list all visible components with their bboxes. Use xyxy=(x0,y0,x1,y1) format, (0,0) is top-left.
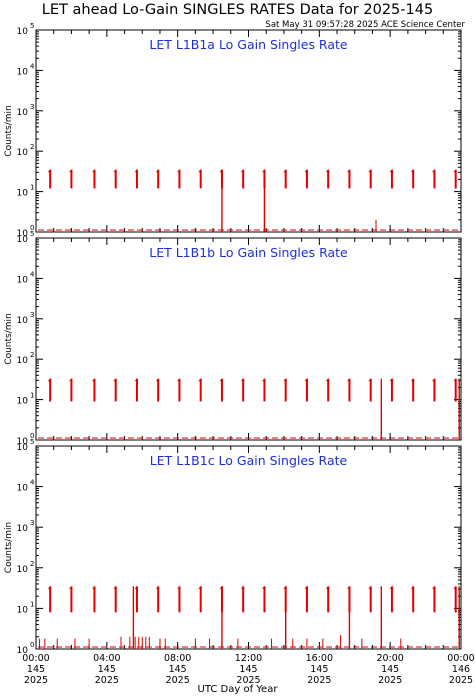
x-tick-day: 145 xyxy=(310,664,328,675)
y-tick-label: 10 xyxy=(17,484,29,494)
y-tick-exponent: 4 xyxy=(30,479,35,487)
panel-title: LET L1B1c Lo Gain Singles Rate xyxy=(150,453,348,468)
y-tick-label: 10 xyxy=(17,437,29,447)
x-tick-time: 00:00 xyxy=(447,653,474,664)
y-tick-label: 10 xyxy=(17,565,29,575)
x-tick-day: 145 xyxy=(98,664,116,675)
x-tick-year: 2025 xyxy=(24,675,48,686)
x-tick-day: 145 xyxy=(27,664,45,675)
x-tick-time: 08:00 xyxy=(164,653,191,664)
y-tick-label: 10 xyxy=(17,316,29,326)
x-tick-day: 145 xyxy=(239,664,257,675)
plot-frame xyxy=(35,445,462,650)
x-tick-time: 00:00 xyxy=(22,653,49,664)
y-axis-label: Counts/min xyxy=(4,522,14,573)
y-tick-label: 10 xyxy=(17,646,29,656)
y-tick-exponent: 5 xyxy=(30,438,34,446)
y-tick-exponent: 3 xyxy=(30,103,34,111)
y-tick-exponent: 1 xyxy=(30,600,34,608)
y-tick-exponent: 2 xyxy=(30,351,34,359)
x-tick-time: 04:00 xyxy=(93,653,120,664)
y-tick-label: 10 xyxy=(17,189,29,199)
x-tick-year: 2025 xyxy=(95,675,119,686)
plot-frame xyxy=(35,29,462,233)
y-tick-exponent: 3 xyxy=(30,311,34,319)
y-tick-exponent: 5 xyxy=(30,230,34,238)
x-tick-day: 145 xyxy=(169,664,187,675)
x-tick-year: 2025 xyxy=(449,675,473,686)
y-tick-label: 10 xyxy=(17,27,29,37)
y-tick-label: 10 xyxy=(17,356,29,366)
y-tick-label: 10 xyxy=(17,235,29,245)
x-tick-year: 2025 xyxy=(166,675,190,686)
y-tick-exponent: 2 xyxy=(30,560,34,568)
y-tick-exponent: 3 xyxy=(30,519,34,527)
panel-title: LET L1B1a Lo Gain Singles Rate xyxy=(149,37,348,52)
x-tick-year: 2025 xyxy=(236,675,260,686)
y-tick-exponent: 4 xyxy=(30,62,35,70)
y-tick-label: 10 xyxy=(17,148,29,158)
y-axis-label: Counts/min xyxy=(4,105,14,156)
x-tick-day: 146 xyxy=(452,664,470,675)
y-tick-exponent: 2 xyxy=(30,143,34,151)
y-tick-exponent: 1 xyxy=(30,184,34,192)
y-tick-label: 10 xyxy=(17,229,29,239)
y-tick-label: 10 xyxy=(17,524,29,534)
timestamp: Sat May 31 09:57:28 2025 ACE Science Cen… xyxy=(265,20,465,30)
y-tick-exponent: 5 xyxy=(30,22,34,30)
y-tick-exponent: 1 xyxy=(30,392,34,400)
x-tick-year: 2025 xyxy=(307,675,331,686)
y-tick-label: 10 xyxy=(17,67,29,77)
chart-title: LET ahead Lo-Gain SINGLES RATES Data for… xyxy=(41,2,434,18)
y-tick-label: 10 xyxy=(17,108,29,118)
y-tick-label: 10 xyxy=(17,397,29,407)
y-tick-exponent: 0 xyxy=(30,432,34,440)
x-tick-time: 16:00 xyxy=(306,653,333,664)
x-tick-time: 20:00 xyxy=(376,653,403,664)
panel-title: LET L1B1b Lo Gain Singles Rate xyxy=(149,245,348,260)
y-tick-label: 10 xyxy=(17,443,29,453)
x-tick-day: 145 xyxy=(381,664,399,675)
plot-frame xyxy=(35,237,462,441)
x-axis-label: UTC Day of Year xyxy=(197,684,278,695)
y-tick-label: 10 xyxy=(17,275,29,285)
y-tick-exponent: 0 xyxy=(30,224,34,232)
x-tick-year: 2025 xyxy=(378,675,402,686)
y-tick-exponent: 4 xyxy=(30,270,35,278)
y-tick-exponent: 0 xyxy=(30,641,34,649)
y-axis-label: Counts/min xyxy=(4,313,14,364)
x-tick-time: 12:00 xyxy=(235,653,262,664)
y-tick-label: 10 xyxy=(17,605,29,615)
